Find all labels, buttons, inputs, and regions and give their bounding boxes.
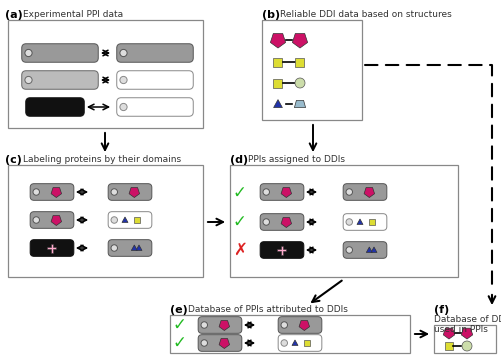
FancyBboxPatch shape [343,242,386,258]
Text: ✗: ✗ [232,241,246,259]
FancyBboxPatch shape [260,214,303,230]
Text: ✓: ✓ [173,334,186,352]
Bar [295,58,304,67]
Text: Labeling proteins by their domains: Labeling proteins by their domains [23,155,181,164]
Bar [8,165,202,277]
Circle shape [111,217,117,223]
Polygon shape [292,33,307,48]
Circle shape [263,189,269,195]
Circle shape [263,219,269,225]
Bar [433,325,495,353]
Text: (a): (a) [5,10,23,20]
Polygon shape [281,217,291,228]
Polygon shape [370,247,376,252]
Bar [368,219,374,225]
Bar [229,165,457,277]
Text: (d): (d) [229,155,247,165]
Text: ✓: ✓ [232,213,246,231]
FancyBboxPatch shape [117,44,193,62]
Text: ✓: ✓ [232,184,246,202]
Circle shape [200,322,207,328]
Bar [273,78,282,87]
Polygon shape [270,33,285,48]
Circle shape [345,247,352,253]
FancyBboxPatch shape [117,98,193,116]
Circle shape [281,322,287,328]
FancyBboxPatch shape [108,184,151,200]
Polygon shape [48,243,57,252]
Polygon shape [51,188,62,198]
Text: (e): (e) [170,305,187,315]
Polygon shape [356,219,362,225]
Bar [8,20,202,128]
Polygon shape [442,328,454,339]
FancyBboxPatch shape [30,184,74,200]
Circle shape [345,219,352,225]
FancyBboxPatch shape [260,184,303,200]
Polygon shape [366,247,372,252]
Bar [273,58,282,67]
Bar [444,342,452,350]
Polygon shape [299,320,309,330]
Circle shape [281,340,287,346]
Polygon shape [281,188,291,198]
FancyBboxPatch shape [108,212,151,228]
Circle shape [345,189,352,195]
FancyBboxPatch shape [22,44,98,62]
Circle shape [120,76,127,84]
Bar [304,340,310,346]
Circle shape [295,78,305,88]
FancyBboxPatch shape [117,71,193,89]
Text: PPIs assigned to DDIs: PPIs assigned to DDIs [247,155,344,164]
Bar [170,315,409,353]
Circle shape [461,341,471,351]
Text: (c): (c) [5,155,22,165]
Circle shape [120,49,127,57]
Polygon shape [277,246,286,255]
FancyBboxPatch shape [198,317,241,333]
FancyBboxPatch shape [30,212,74,228]
FancyBboxPatch shape [26,98,84,116]
Polygon shape [51,216,62,225]
FancyBboxPatch shape [278,335,321,351]
FancyBboxPatch shape [343,184,386,200]
Polygon shape [122,217,128,222]
Polygon shape [218,338,229,348]
FancyBboxPatch shape [343,214,386,230]
Bar [134,217,140,223]
Polygon shape [218,320,229,330]
Polygon shape [273,100,282,108]
Circle shape [25,76,32,84]
Circle shape [33,217,40,223]
Polygon shape [460,328,472,339]
FancyBboxPatch shape [30,240,74,256]
Text: Database of PPIs attributed to DDIs: Database of PPIs attributed to DDIs [188,305,347,314]
Circle shape [33,189,40,195]
FancyBboxPatch shape [22,71,98,89]
FancyBboxPatch shape [108,240,151,256]
Circle shape [120,103,127,111]
Polygon shape [292,340,298,346]
Text: Reliable DDI data based on structures: Reliable DDI data based on structures [280,10,451,19]
Text: (f): (f) [433,305,448,315]
Circle shape [111,245,117,251]
Polygon shape [294,100,305,108]
Circle shape [200,340,207,346]
Polygon shape [363,188,374,198]
Text: Database of DDIs
used in PPIs: Database of DDIs used in PPIs [433,315,501,334]
Text: ✓: ✓ [173,316,186,334]
FancyBboxPatch shape [198,335,241,351]
FancyBboxPatch shape [260,242,303,258]
Polygon shape [129,188,139,198]
Text: (b): (b) [262,10,280,20]
Polygon shape [131,245,137,251]
Bar [262,20,361,120]
FancyBboxPatch shape [278,317,321,333]
Circle shape [25,49,32,57]
Circle shape [111,189,117,195]
Polygon shape [136,245,142,251]
Text: Experimental PPI data: Experimental PPI data [23,10,123,19]
